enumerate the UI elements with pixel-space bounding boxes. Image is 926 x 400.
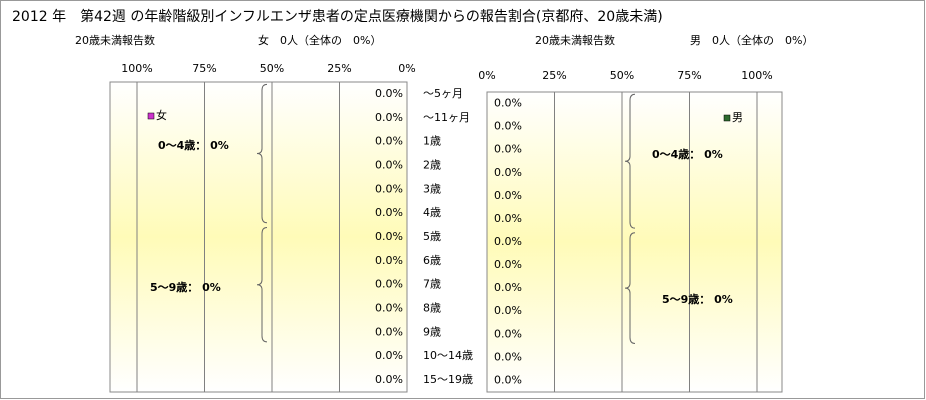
value-label: 0.0%	[375, 206, 403, 219]
category-label: 4歳	[423, 206, 441, 219]
category-label: 10～14歳	[423, 349, 473, 362]
value-label: 0.0%	[494, 212, 522, 225]
category-label: 5歳	[423, 230, 441, 243]
summary: 女 0人（全体の 0%）	[258, 33, 381, 47]
value-label: 0.0%	[375, 87, 403, 100]
x-tick-label: 0%	[478, 69, 495, 82]
legend-swatch	[723, 114, 731, 122]
value-label: 0.0%	[375, 254, 403, 267]
annotation: 5～9歳： 0%	[662, 292, 733, 306]
x-tick-label: 75%	[677, 69, 701, 82]
category-label: 7歳	[423, 278, 441, 291]
value-label: 0.0%	[494, 120, 522, 133]
value-label: 0.0%	[375, 325, 403, 338]
x-tick-label: 100%	[741, 69, 772, 82]
category-label: 9歳	[423, 325, 441, 338]
legend-label: 男	[732, 111, 743, 124]
legend-swatch	[147, 112, 155, 120]
value-label: 0.0%	[494, 281, 522, 294]
value-label: 0.0%	[375, 302, 403, 315]
x-tick-label: 25%	[327, 62, 351, 75]
value-label: 0.0%	[494, 304, 522, 317]
category-label: ～11ヶ月	[423, 111, 470, 124]
brace	[256, 83, 268, 224]
value-label: 0.0%	[494, 258, 522, 271]
value-label: 0.0%	[375, 278, 403, 291]
chart-title: 2012 年 第42週 の年齢階級別インフルエンザ患者の定点医療機関からの報告割…	[12, 8, 663, 25]
category-label: 2歳	[423, 158, 441, 171]
summary: 男 0人（全体の 0%）	[690, 33, 813, 47]
plot-area	[486, 91, 783, 393]
x-tick-label: 50%	[610, 69, 634, 82]
value-label: 0.0%	[494, 373, 522, 386]
category-label: 3歳	[423, 182, 441, 195]
category-label: 8歳	[423, 302, 441, 315]
x-tick-label: 50%	[260, 62, 284, 75]
x-tick-label: 75%	[192, 62, 216, 75]
value-label: 0.0%	[375, 135, 403, 148]
value-label: 0.0%	[375, 230, 403, 243]
annotation: 0～4歳： 0%	[158, 138, 229, 152]
value-label: 0.0%	[494, 166, 522, 179]
brace	[256, 226, 268, 343]
legend-label: 女	[156, 108, 167, 122]
plot-area	[109, 81, 408, 393]
value-label: 0.0%	[375, 111, 403, 124]
category-label: ～5ヶ月	[423, 87, 463, 100]
x-tick-label: 0%	[398, 62, 415, 75]
category-label: 15～19歳	[423, 373, 473, 386]
value-label: 0.0%	[494, 189, 522, 202]
value-label: 0.0%	[375, 158, 403, 171]
value-label: 0.0%	[494, 97, 522, 110]
category-label: 1歳	[423, 135, 441, 148]
x-tick-label: 100%	[121, 62, 152, 75]
value-label: 0.0%	[375, 373, 403, 386]
value-label: 0.0%	[375, 182, 403, 195]
category-label: 6歳	[423, 254, 441, 267]
brace	[624, 93, 636, 229]
value-label: 0.0%	[375, 349, 403, 362]
annotation: 0～4歳： 0%	[652, 147, 723, 161]
value-label: 0.0%	[494, 143, 522, 156]
count-label: 20歳未満報告数	[535, 34, 615, 47]
value-label: 0.0%	[494, 350, 522, 363]
brace	[624, 232, 636, 345]
annotation: 5～9歳： 0%	[150, 280, 221, 294]
count-label: 20歳未満報告数	[75, 34, 155, 47]
value-label: 0.0%	[494, 235, 522, 248]
value-label: 0.0%	[494, 327, 522, 340]
x-tick-label: 25%	[542, 69, 566, 82]
